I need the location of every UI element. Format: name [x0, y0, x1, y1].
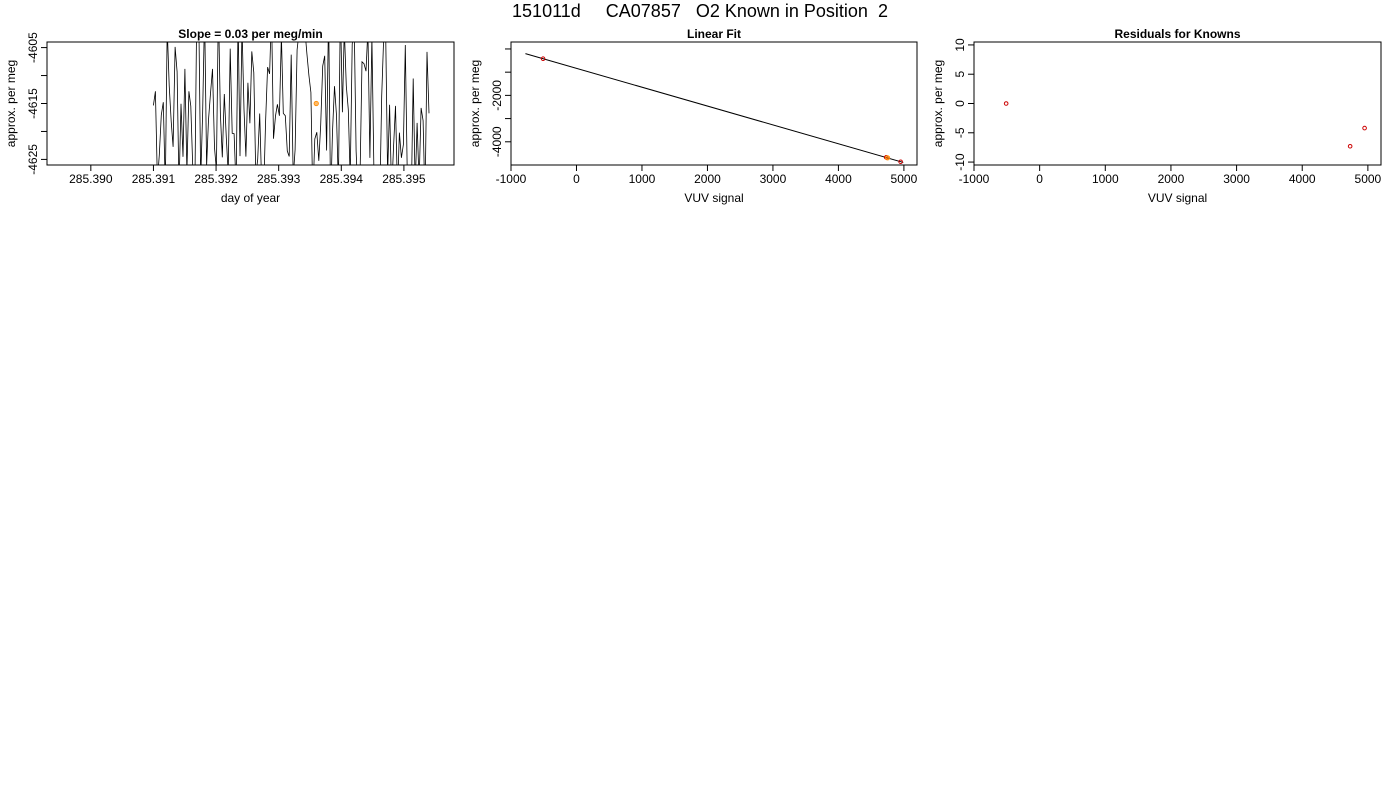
y-tick-label: -4605 — [26, 32, 40, 63]
x-tick-label: 1000 — [629, 172, 656, 186]
chart-panel-2: Linear Fit -1000 0 1000 2000 3000 4000 5000 VUV … — [468, 27, 918, 205]
panel-title: Slope = 0.03 per meg/min — [178, 27, 322, 41]
x-tick-label: 285.394 — [320, 172, 364, 186]
y-tick-label: -4625 — [26, 144, 40, 175]
plot-frame — [973, 41, 1382, 166]
highlight-point — [884, 155, 891, 161]
y-tick-label: -10 — [953, 153, 967, 171]
x-tick-label: 0 — [1036, 172, 1043, 186]
y-tick-label: 0 — [953, 100, 967, 107]
x-tick-label: 1000 — [1092, 172, 1119, 186]
highlight-point — [313, 100, 319, 107]
y-axis-label: approx. per meg — [468, 60, 482, 147]
data-point — [1003, 101, 1009, 106]
x-tick-label: -1000 — [959, 172, 990, 186]
data-point — [540, 56, 546, 62]
y-tick-label: 5 — [953, 71, 967, 78]
x-tick-label: 285.395 — [382, 172, 426, 186]
y-axis-label: approx. per meg — [931, 60, 945, 147]
panel-title: Residuals for Knowns — [1114, 27, 1240, 41]
data-point — [1362, 125, 1367, 131]
x-tick-label: 285.391 — [132, 172, 176, 186]
x-tick-label: 5000 — [1355, 172, 1382, 186]
data-point — [1347, 143, 1353, 149]
x-tick-label: 285.392 — [194, 172, 238, 186]
x-tick-label: 3000 — [1223, 172, 1250, 186]
plot-frame — [510, 41, 918, 166]
fit-line — [525, 53, 904, 163]
chart-panel-1: Slope = 0.03 per meg/min 285.390 285.391 28… — [4, 27, 455, 205]
x-tick-label: 285.390 — [69, 172, 113, 186]
y-tick-label: 10 — [953, 38, 967, 52]
y-tick-label: -4615 — [26, 88, 40, 119]
y-tick-label: -5 — [953, 127, 967, 138]
data-point — [898, 159, 903, 165]
x-tick-label: 4000 — [825, 172, 852, 186]
x-tick-label: 3000 — [760, 172, 787, 186]
data-trace — [153, 42, 430, 165]
y-tick-label: -4000 — [490, 126, 504, 157]
x-tick-label: 285.393 — [257, 172, 301, 186]
figure-title: 151011d CA07857 O2 Known in Position 2 — [512, 1, 888, 21]
x-tick-label: -1000 — [496, 172, 527, 186]
x-tick-label: 2000 — [1158, 172, 1185, 186]
y-axis-label: approx. per meg — [4, 60, 18, 147]
x-axis-label: day of year — [221, 191, 280, 205]
chart-panel-3: Residuals for Knowns -1000 0 1000 2000 3000 40… — [931, 27, 1382, 205]
x-tick-label: 4000 — [1289, 172, 1316, 186]
x-axis-label: VUV signal — [1148, 191, 1207, 205]
x-tick-label: 0 — [573, 172, 580, 186]
x-tick-label: 5000 — [891, 172, 918, 186]
x-axis-label: VUV signal — [684, 191, 743, 205]
plot-frame — [46, 41, 455, 166]
panel-title: Linear Fit — [687, 27, 741, 41]
x-tick-label: 2000 — [694, 172, 721, 186]
y-tick-label: -2000 — [490, 80, 504, 111]
